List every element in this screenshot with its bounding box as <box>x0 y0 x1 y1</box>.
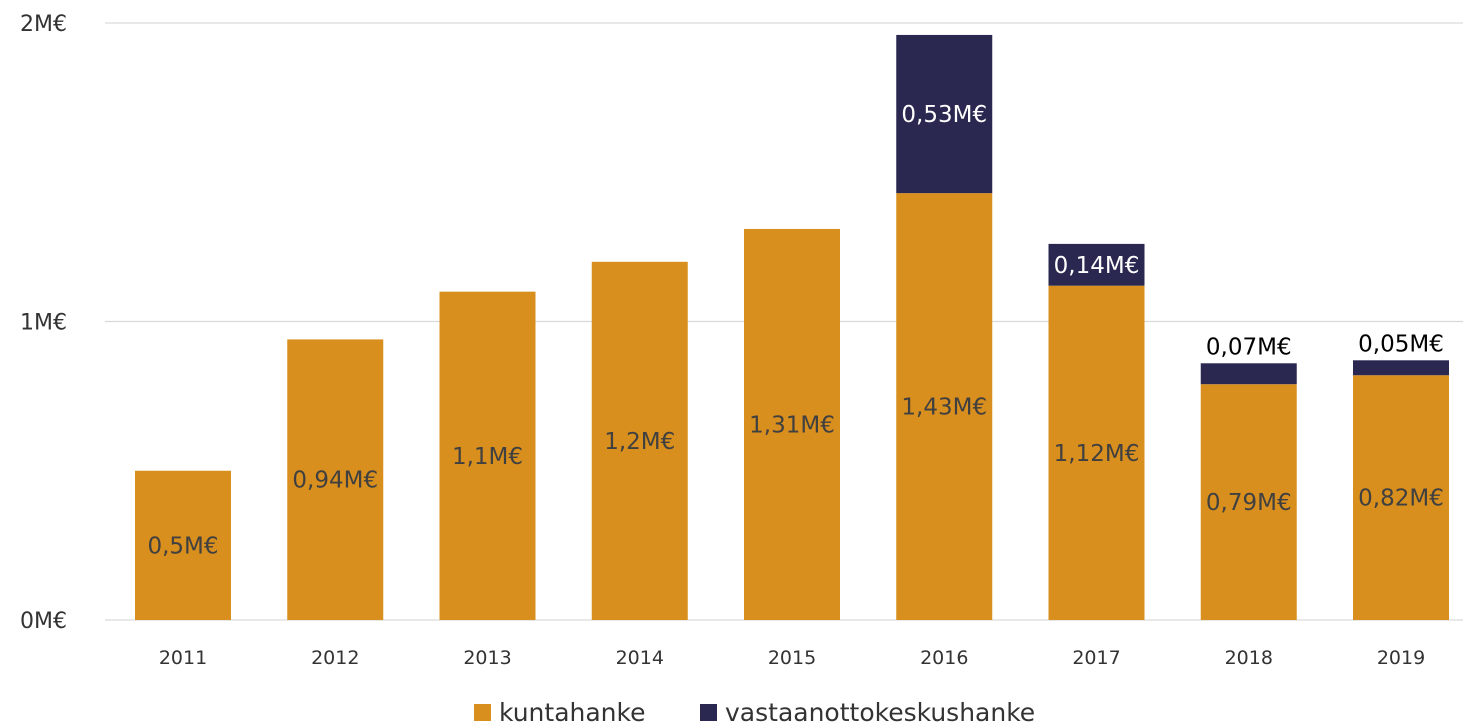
x-tick-label: 2011 <box>159 647 207 669</box>
x-axis-ticks: 2011 2012 2013 2014 2015 2016 2017 2018 2019 <box>159 647 1425 669</box>
bar-kuntahanke-2012 <box>287 339 384 620</box>
y-axis-ticks: 0M€ 1M€ 2M€ <box>20 12 67 634</box>
bar-vastaanottokeskushanke-2018 <box>1200 363 1297 385</box>
data-label-kuntahanke-2015: 1,31M€ <box>749 412 835 438</box>
x-tick-label: 2013 <box>463 647 511 669</box>
x-tick-label: 2017 <box>1072 647 1120 669</box>
bar-kuntahanke-2019 <box>1353 375 1449 620</box>
bar-kuntahanke-2018 <box>1200 384 1297 620</box>
x-tick-label: 2015 <box>768 647 816 669</box>
data-label-vastaanottokeskushanke-2017: 0,14M€ <box>1054 253 1140 279</box>
legend-label-vastaanottokeskushanke: vastaanottokeskushanke <box>725 698 1035 726</box>
bar-kuntahanke-2014 <box>591 261 688 620</box>
data-label-vastaanottokeskushanke-2019: 0,05M€ <box>1358 331 1444 357</box>
data-label-kuntahanke-2017: 1,12M€ <box>1054 441 1140 467</box>
data-label-kuntahanke-2013: 1,1M€ <box>452 444 523 470</box>
data-label-kuntahanke-2016: 1,43M€ <box>901 395 987 421</box>
data-label-kuntahanke-2018: 0,79M€ <box>1206 490 1292 516</box>
data-label-kuntahanke-2019: 0,82M€ <box>1358 486 1444 512</box>
data-label-kuntahanke-2011: 0,5M€ <box>147 533 218 559</box>
x-tick-label: 2016 <box>920 647 968 669</box>
x-tick-label: 2012 <box>311 647 359 669</box>
data-label-vastaanottokeskushanke-2018: 0,07M€ <box>1206 334 1292 360</box>
bar-kuntahanke-2016 <box>896 193 993 620</box>
bar-kuntahanke-2011 <box>135 470 231 620</box>
legend: kuntahanke vastaanottokeskushanke <box>474 698 1035 726</box>
y-tick-label: 2M€ <box>20 12 67 37</box>
bar-kuntahanke-2013 <box>439 291 536 620</box>
legend-label-kuntahanke: kuntahanke <box>499 698 646 726</box>
y-tick-label: 0M€ <box>20 609 67 634</box>
legend-swatch-vastaanottokeskushanke <box>700 704 717 721</box>
bar-vastaanottokeskushanke-2017 <box>1048 243 1145 286</box>
x-tick-label: 2019 <box>1377 647 1425 669</box>
bars: 0,5M€ 0,94M€ 1,1M€ 1,2M€ 1,31M€ 1,43M€ 0,53M€ 1… <box>135 34 1449 620</box>
bar-vastaanottokeskushanke-2016 <box>896 34 993 194</box>
bar-vastaanottokeskushanke-2019 <box>1353 360 1449 376</box>
y-tick-label: 1M€ <box>20 311 67 336</box>
data-label-kuntahanke-2014: 1,2M€ <box>604 429 675 455</box>
x-tick-label: 2014 <box>616 647 664 669</box>
data-label-kuntahanke-2012: 0,94M€ <box>292 468 378 494</box>
legend-swatch-kuntahanke <box>474 704 491 721</box>
bar-kuntahanke-2017 <box>1048 285 1145 620</box>
data-label-vastaanottokeskushanke-2016: 0,53M€ <box>901 102 987 128</box>
x-tick-label: 2018 <box>1225 647 1273 669</box>
bar-kuntahanke-2015 <box>744 228 840 620</box>
